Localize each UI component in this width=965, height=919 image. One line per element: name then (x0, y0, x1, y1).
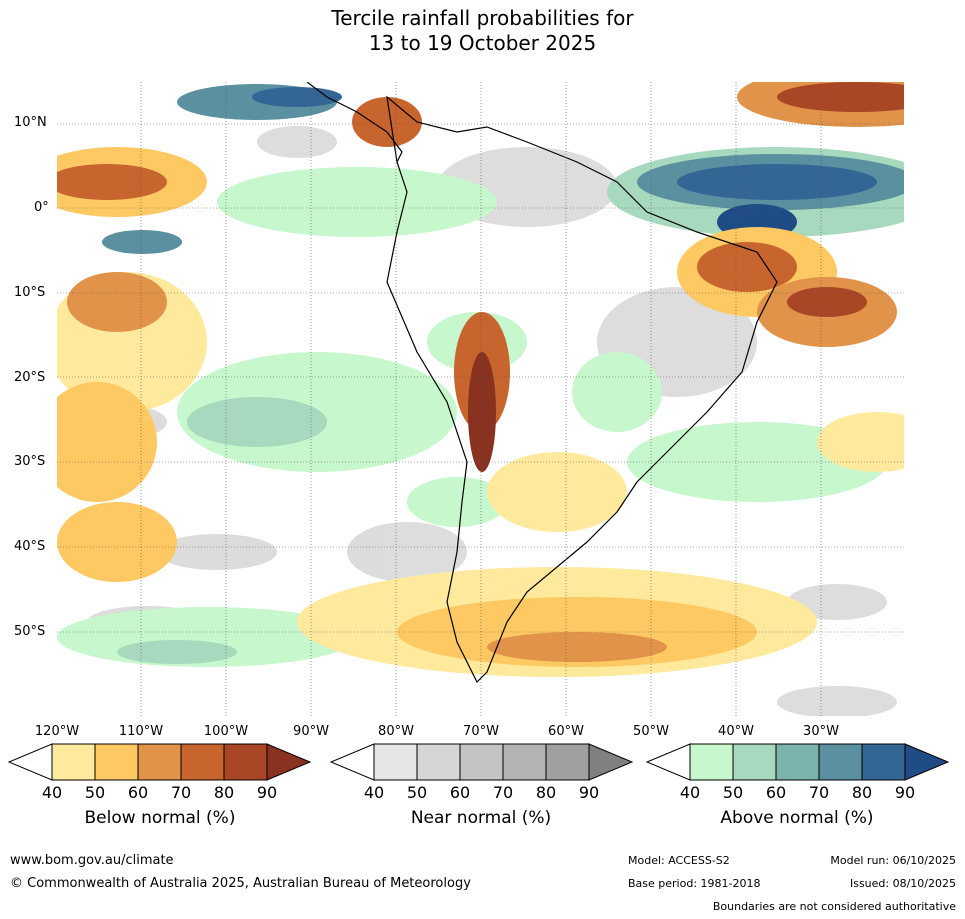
cb-near-min (330, 743, 375, 781)
cb-above-tick-80: 80 (851, 783, 873, 802)
cb-near-70 (459, 743, 504, 781)
colorbar-above (646, 743, 950, 781)
cb-below-80 (180, 743, 225, 781)
cb-above-60 (732, 743, 777, 781)
footer-base-period: Base period: 1981-2018 (628, 877, 761, 890)
footer-model: Model: ACCESS-S2 (628, 854, 730, 867)
footer-disclaimer: Boundaries are not considered authoritat… (712, 900, 956, 913)
lon-label-50w: 50°W (633, 724, 669, 739)
cb-below-50 (51, 743, 96, 781)
above-normal-regions (57, 84, 904, 667)
cb-above-tick-60: 60 (765, 783, 787, 802)
cb-below-tick-40: 40 (41, 783, 63, 802)
cb-below-70 (137, 743, 182, 781)
cb-near-60 (416, 743, 461, 781)
lat-label-0: 0° (34, 200, 49, 215)
cb-below-max (266, 743, 312, 781)
lon-label-100w: 100°W (203, 724, 249, 739)
cb-above-title: Above normal (%) (720, 808, 874, 828)
cb-above-80 (818, 743, 863, 781)
cb-near-50 (373, 743, 418, 781)
colorbar-below (8, 743, 312, 781)
footer-copyright: © Commonwealth of Australia 2025, Austra… (10, 876, 471, 891)
cb-above-tick-70: 70 (808, 783, 830, 802)
cb-above-tick-90: 90 (894, 783, 916, 802)
cb-near-tick-80: 80 (535, 783, 557, 802)
lon-label-110w: 110°W (118, 724, 164, 739)
lat-label-40s: 40°S (14, 539, 46, 554)
lon-label-40w: 40°W (718, 724, 754, 739)
lat-label-50s: 50°S (14, 624, 46, 639)
footer-model-run: Model run: 06/10/2025 (830, 854, 956, 867)
lon-label-70w: 70°W (463, 724, 499, 739)
lat-label-20s: 20°S (14, 370, 46, 385)
cb-below-min (8, 743, 53, 781)
footer-issued: Issued: 08/10/2025 (849, 877, 956, 890)
cb-above-tick-50: 50 (722, 783, 744, 802)
cb-near-tick-70: 70 (492, 783, 514, 802)
cb-near-tick-90: 90 (578, 783, 600, 802)
central-america-outline (306, 82, 403, 163)
cb-near-80 (502, 743, 547, 781)
cb-below-tick-80: 80 (213, 783, 235, 802)
cb-above-50 (689, 743, 734, 781)
cb-near-tick-50: 50 (406, 783, 428, 802)
cb-below-tick-50: 50 (84, 783, 106, 802)
lat-label-10n: 10°N (14, 115, 47, 130)
cb-near-title: Near normal (%) (410, 808, 552, 828)
cb-near-tick-60: 60 (449, 783, 471, 802)
lon-label-120w: 120°W (34, 724, 80, 739)
cb-below-90 (223, 743, 268, 781)
footer-website-link[interactable]: www.bom.gov.au/climate (10, 853, 174, 868)
title-line-2: 13 to 19 October 2025 (368, 31, 597, 55)
cb-below-60 (94, 743, 139, 781)
cb-above-70 (775, 743, 820, 781)
cb-near-max (588, 743, 634, 781)
lon-label-60w: 60°W (548, 724, 584, 739)
lon-label-90w: 90°W (293, 724, 329, 739)
lat-label-10s: 10°S (14, 285, 46, 300)
lon-label-30w: 30°W (803, 724, 839, 739)
cb-above-max (904, 743, 950, 781)
cb-below-tick-70: 70 (170, 783, 192, 802)
map-title: Tercile rainfall probabilities for 13 to… (0, 6, 965, 56)
cb-below-tick-60: 60 (127, 783, 149, 802)
cb-near-tick-40: 40 (363, 783, 385, 802)
cb-below-tick-90: 90 (256, 783, 278, 802)
cb-below-title: Below normal (%) (84, 808, 236, 828)
lon-label-80w: 80°W (378, 724, 414, 739)
rainfall-map (57, 82, 904, 716)
lat-label-30s: 30°S (14, 454, 46, 469)
cb-above-90 (861, 743, 906, 781)
cb-above-tick-40: 40 (679, 783, 701, 802)
graticule (57, 82, 904, 716)
cb-above-min (646, 743, 691, 781)
title-line-1: Tercile rainfall probabilities for (331, 6, 634, 30)
colorbar-near (330, 743, 634, 781)
cb-near-90 (545, 743, 590, 781)
